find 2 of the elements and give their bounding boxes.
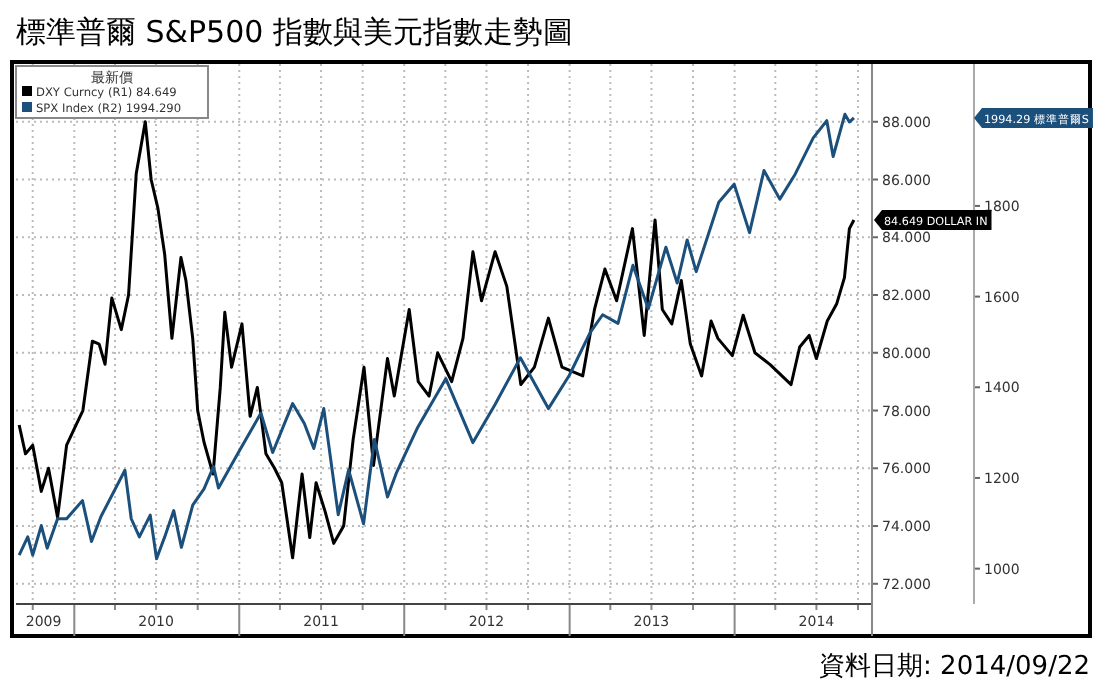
text: 資料日期: 2014/09/22 — [819, 652, 1090, 682]
chart-title: 標準普爾 S&P500 指數與美元指數走勢圖 — [16, 14, 573, 50]
